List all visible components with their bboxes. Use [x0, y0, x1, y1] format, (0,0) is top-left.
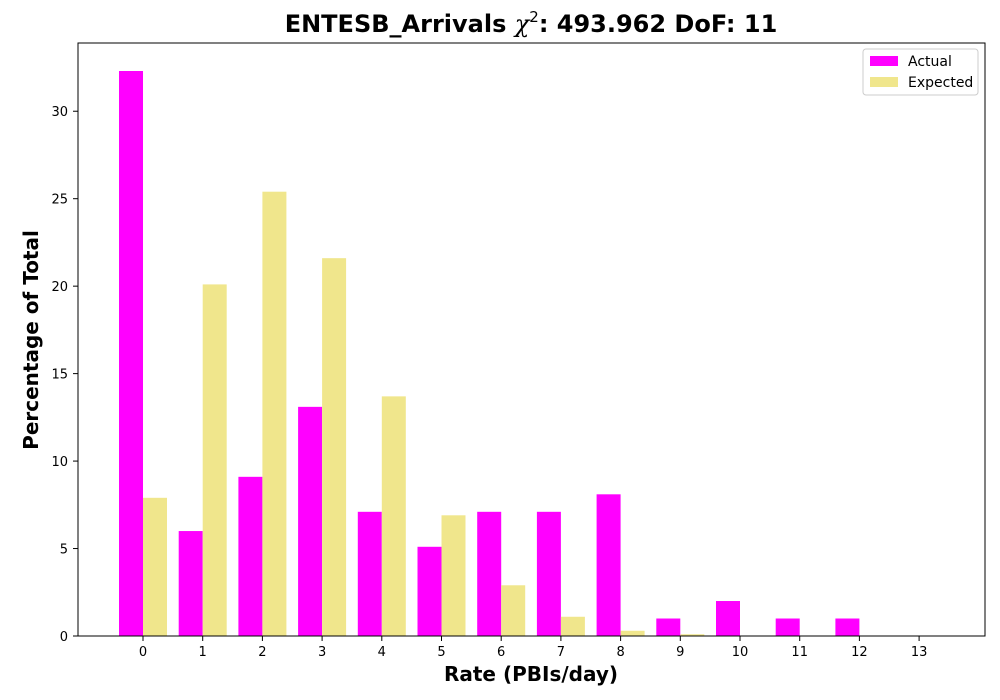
x-tick-label: 5: [437, 645, 445, 660]
bar-actual-1: [178, 531, 203, 636]
bar-expected-4: [381, 396, 406, 636]
bar-actual-6: [477, 511, 502, 636]
x-tick-label: 0: [139, 645, 147, 660]
bar-expected-8: [620, 630, 645, 636]
bar-expected-1: [202, 284, 227, 636]
x-tick-label: 1: [199, 645, 207, 660]
x-tick-label: 9: [676, 645, 684, 660]
legend-swatch-actual: [870, 56, 898, 66]
bar-actual-12: [835, 618, 860, 636]
y-tick-label: 15: [51, 368, 68, 383]
y-tick-label: 25: [51, 193, 68, 208]
y-axis-ticks: 0 5 10 15 20 25 30: [51, 105, 78, 645]
plot-frame: [77, 42, 986, 637]
legend: Actual Expected: [862, 48, 979, 96]
bar-expected-7: [560, 616, 585, 636]
x-tick-label: 2: [258, 645, 266, 660]
legend-swatch-expected: [870, 77, 898, 87]
y-tick-label: 5: [60, 543, 68, 558]
bar-expected-0: [143, 497, 167, 636]
x-tick-label: 12: [851, 645, 868, 660]
x-axis-label: Rate (PBIs/day): [444, 662, 618, 686]
chart-title-chi: χ: [513, 10, 531, 38]
bar-actual-5: [417, 546, 442, 636]
x-tick-label: 8: [616, 645, 624, 660]
bar-actual-3: [298, 406, 323, 636]
bar-actual-8: [596, 494, 621, 636]
chart-title-suffix: : 493.962 DoF: 11: [539, 10, 777, 38]
bar-actual-9: [656, 618, 681, 636]
x-axis-ticks: 0 1 2 3 4 5 6 7 8 9 10 11 12 13: [139, 636, 928, 660]
x-tick-label: 6: [497, 645, 505, 660]
x-tick-label: 4: [378, 645, 386, 660]
bar-expected-6: [501, 585, 526, 636]
legend-label-expected: Expected: [908, 75, 973, 91]
y-axis-label: Percentage of Total: [19, 230, 43, 450]
bar-expected-2: [262, 191, 287, 636]
x-tick-label: 11: [791, 645, 808, 660]
bar-expected-3: [322, 258, 347, 636]
chart-title-sup: 2: [529, 8, 539, 26]
x-tick-label: 3: [318, 645, 326, 660]
bar-actual-0: [119, 71, 143, 636]
bars-group: [119, 71, 860, 636]
y-tick-label: 30: [51, 105, 68, 120]
chart-title-prefix: ENTESB_Arrivals: [285, 10, 515, 38]
bar-actual-2: [238, 476, 263, 636]
y-tick-label: 10: [51, 455, 68, 470]
y-tick-label: 20: [51, 280, 68, 295]
x-tick-label: 10: [732, 645, 749, 660]
chart-title: ENTESB_Arrivals χ2: 493.962 DoF: 11: [285, 8, 778, 38]
legend-label-actual: Actual: [908, 54, 952, 70]
bar-actual-11: [775, 618, 800, 636]
x-tick-label: 7: [557, 645, 565, 660]
bar-expected-5: [441, 515, 466, 636]
y-tick-label: 0: [60, 630, 68, 645]
bar-actual-4: [357, 511, 382, 636]
bar-actual-10: [716, 601, 740, 636]
bar-actual-7: [536, 511, 561, 636]
x-tick-label: 13: [911, 645, 928, 660]
bar-expected-9: [680, 634, 705, 636]
